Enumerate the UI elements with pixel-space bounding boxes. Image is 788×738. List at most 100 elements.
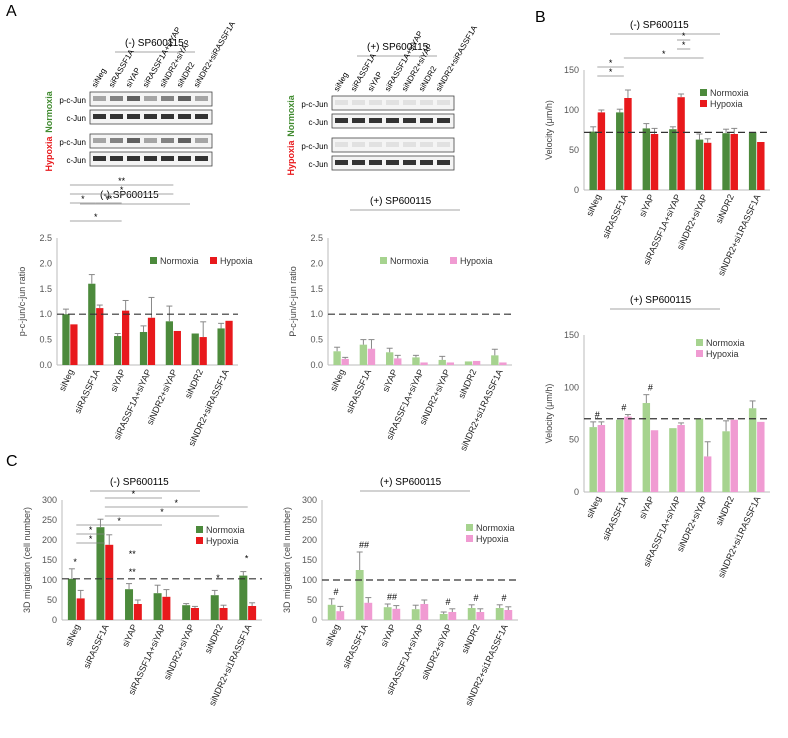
- category-label: siNDR2: [714, 193, 736, 225]
- bar-normoxia: [722, 431, 730, 492]
- bar-hypoxia: [133, 604, 142, 620]
- significance-mark: *: [245, 554, 249, 564]
- blot-band: [335, 118, 348, 123]
- y-tick-label: 1.5: [310, 284, 323, 294]
- bar-normoxia: [589, 427, 597, 492]
- bar-normoxia: [467, 608, 476, 620]
- bar-normoxia: [695, 139, 704, 190]
- significance-mark: *: [73, 557, 77, 567]
- significance-mark: *: [94, 212, 98, 222]
- bar-hypoxia: [248, 606, 257, 620]
- blot-band: [403, 160, 416, 165]
- bar-hypoxia: [394, 358, 402, 365]
- blot-band: [352, 142, 365, 147]
- blot-band: [144, 138, 157, 143]
- lane-label: siNeg: [332, 71, 350, 93]
- y-tick-label: 50: [47, 595, 57, 605]
- bar-normoxia: [210, 595, 219, 620]
- chart-title: (+) SP600115: [370, 196, 432, 207]
- blot-band: [161, 138, 174, 143]
- blot-band: [161, 156, 174, 161]
- significance-mark: *: [609, 67, 613, 77]
- blot-row-label: p-c-Jun: [59, 138, 86, 147]
- chart-title: (+) SP600115: [380, 477, 442, 488]
- blot-band: [352, 160, 365, 165]
- y-tick-label: 2.5: [310, 233, 323, 243]
- bar-hypoxia: [70, 324, 78, 365]
- significance-mark: *: [132, 489, 136, 499]
- blot-band: [195, 138, 208, 143]
- hash-annotation: #: [473, 593, 478, 603]
- chart-c-plus: (+) SP600115 0 50 100 150 200 250 300 3D migrati…: [282, 477, 518, 707]
- bar-normoxia: [616, 419, 624, 492]
- legend-swatch: [196, 537, 203, 544]
- blot-band: [403, 142, 416, 147]
- blot-band: [437, 100, 450, 105]
- legend-swatch: [210, 257, 217, 264]
- bar-hypoxia: [448, 612, 457, 620]
- blot-band: [335, 160, 348, 165]
- bar-hypoxia: [96, 308, 104, 365]
- bar-normoxia: [495, 608, 504, 620]
- legend-label: Normoxia: [476, 523, 515, 533]
- legend-swatch: [700, 100, 707, 107]
- y-tick-label: 200: [302, 535, 317, 545]
- blot-band: [93, 114, 106, 119]
- bar-normoxia: [125, 589, 134, 620]
- y-tick-label: 0.5: [39, 335, 52, 345]
- significance-mark: **: [129, 567, 137, 577]
- bar-hypoxia: [504, 610, 513, 620]
- blot-band: [420, 118, 433, 123]
- hash-annotation: #: [445, 597, 450, 607]
- y-tick-label: 100: [302, 575, 317, 585]
- y-tick-label: 2.5: [39, 233, 52, 243]
- legend-swatch: [150, 257, 157, 264]
- y-tick-label: 1.0: [310, 309, 323, 319]
- category-label: siRASSF1A: [341, 623, 370, 670]
- blot-band: [144, 96, 157, 101]
- category-label: siNDR2: [456, 368, 478, 400]
- bar-normoxia: [616, 112, 624, 190]
- blot-band: [110, 114, 123, 119]
- category-label: siYAP: [379, 623, 398, 649]
- category-label: siRASSF1A: [72, 368, 101, 415]
- condition-label: Hypoxia: [286, 140, 296, 176]
- chart-a-minus: (-) SP600115 0.0 0.5 1.0 1.5 2.0 2.5 p-c-jun/c-…: [17, 176, 253, 448]
- legend-swatch: [466, 535, 473, 542]
- blot-row-label: c-Jun: [308, 160, 328, 169]
- blot-band: [195, 96, 208, 101]
- bar-hypoxia: [624, 98, 632, 190]
- bar-normoxia: [182, 605, 191, 620]
- y-tick-label: 1.5: [39, 284, 52, 294]
- bar-normoxia: [438, 359, 446, 365]
- blot-band: [178, 114, 191, 119]
- panel-label-b: B: [535, 9, 546, 26]
- chart-title: (-) SP600115: [630, 20, 689, 31]
- category-label: siNDR2: [203, 623, 225, 655]
- y-tick-label: 0: [574, 487, 579, 497]
- legend-swatch: [466, 524, 473, 531]
- blot-band: [110, 138, 123, 143]
- bar-hypoxia: [624, 416, 632, 492]
- bar-hypoxia: [336, 611, 345, 620]
- bar-normoxia: [217, 328, 225, 365]
- blot-strip: [331, 95, 455, 111]
- bar-hypoxia: [476, 612, 485, 620]
- bar-hypoxia: [341, 358, 349, 365]
- y-tick-label: 1.0: [39, 309, 52, 319]
- blot-strip: [331, 137, 455, 153]
- blot-band: [420, 142, 433, 147]
- bar-hypoxia: [392, 608, 401, 620]
- significance-mark: *: [682, 31, 686, 41]
- legend-label: Normoxia: [390, 256, 429, 266]
- blot-band: [195, 156, 208, 161]
- bar-hypoxia: [105, 544, 114, 620]
- bar-normoxia: [191, 333, 199, 365]
- y-tick-label: 0.5: [310, 335, 323, 345]
- blot-title: (+) SP600115: [367, 42, 429, 53]
- legend-label: Normoxia: [206, 525, 245, 535]
- y-axis-label: Velocity (μm/h): [544, 100, 554, 160]
- bar-hypoxia: [364, 602, 373, 620]
- category-label: siRASSF1A: [601, 193, 630, 240]
- bar-hypoxia: [703, 142, 712, 190]
